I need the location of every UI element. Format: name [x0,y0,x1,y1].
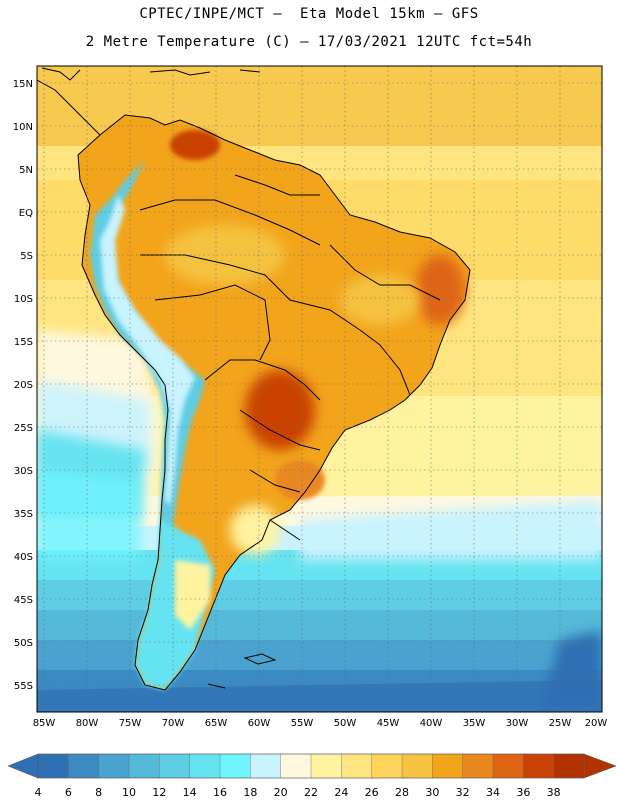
colorbar-label: 6 [65,786,72,799]
lat-tick-label: 30S [14,466,33,477]
colorbar-label: 20 [274,786,288,799]
lat-tick-label: EQ [19,208,33,219]
colorbar-label: 28 [395,786,409,799]
lon-tick-label: 60W [248,718,271,729]
map-frame [36,65,603,713]
colorbar-label: 4 [35,786,42,799]
colorbar-swatch [250,753,282,779]
colorbar-label: 34 [486,786,500,799]
lat-tick-label: 40S [14,552,33,563]
lat-tick-label: 15S [14,337,33,348]
lon-tick-label: 40W [420,718,443,729]
lat-tick-label: 55S [14,681,33,692]
lon-tick-label: 80W [76,718,99,729]
lat-tick-label: 20S [14,380,33,391]
lon-tick-label: 25W [549,718,572,729]
lon-tick-label: 85W [33,718,56,729]
colorbar-label: 26 [365,786,379,799]
lon-tick-label: 20W [585,718,608,729]
colorbar-label: 22 [304,786,318,799]
lat-tick-label: 35S [14,509,33,520]
colorbar-swatch [189,753,221,779]
colorbar-swatch [553,753,585,779]
lon-tick-label: 30W [506,718,529,729]
colorbar-label: 12 [152,786,166,799]
coastlines-borders [37,67,471,691]
lat-tick-label: 10N [13,122,33,133]
map-title-line2: 2 Metre Temperature (C) – 17/03/2021 12U… [85,34,533,50]
colorbar-label: 16 [213,786,227,799]
lat-tick-label: 45S [14,595,33,606]
lat-tick-label: 15N [13,79,33,90]
lat-tick-label: 25S [14,423,33,434]
lat-tick-label: 5S [20,251,33,262]
lat-tick-label: 5N [19,165,33,176]
colorbar-swatch [98,753,130,779]
lon-tick-label: 75W [119,718,142,729]
colorbar-swatch [128,753,161,779]
map-title-line1: CPTEC/INPE/MCT – Eta Model 15km – GFS [139,6,479,22]
lat-tick-label: 50S [14,638,33,649]
colorbar-swatch [219,753,252,779]
colorbar-swatch [280,753,312,779]
colorbar-label: 30 [425,786,439,799]
colorbar-label: 8 [95,786,102,799]
colorbar-swatch [37,753,70,779]
lon-tick-label: 55W [291,718,314,729]
colorbar-swatch [159,753,191,779]
colorbar-swatch [310,753,343,779]
colorbar-label: 36 [516,786,530,799]
colorbar-swatch [523,753,555,779]
colorbar-max-arrow [583,753,617,779]
lon-tick-label: 70W [162,718,185,729]
lon-tick-label: 35W [463,718,486,729]
lat-tick-label: 10S [14,294,33,305]
colorbar-label: 10 [122,786,136,799]
temperature-field [37,66,602,712]
colorbar-label: 18 [243,786,257,799]
colorbar-swatch [432,753,464,779]
colorbar-label: 38 [547,786,561,799]
lon-axis: 85W 80W 75W 70W 65W 60W 55W 50W 45W 40W … [33,718,608,729]
colorbar-swatch [401,753,434,779]
colorbar-swatch [492,753,525,779]
colorbar-swatch [462,753,494,779]
lat-axis: 15N 10N 5N EQ 5S 10S 15S 20S 25S 30S 35S… [13,79,33,692]
colorbar: 4 6 8 10 12 14 16 18 20 22 24 26 28 30 32 34 36 38 [7,753,617,799]
colorbar-swatch [68,753,100,779]
colorbar-label: 24 [334,786,348,799]
lon-tick-label: 50W [334,718,357,729]
lon-tick-label: 45W [377,718,400,729]
colorbar-label: 32 [456,786,470,799]
colorbar-swatch [341,753,373,779]
lon-tick-label: 65W [205,718,228,729]
colorbar-label: 14 [183,786,197,799]
colorbar-min-arrow [7,753,39,779]
colorbar-swatch [371,753,403,779]
